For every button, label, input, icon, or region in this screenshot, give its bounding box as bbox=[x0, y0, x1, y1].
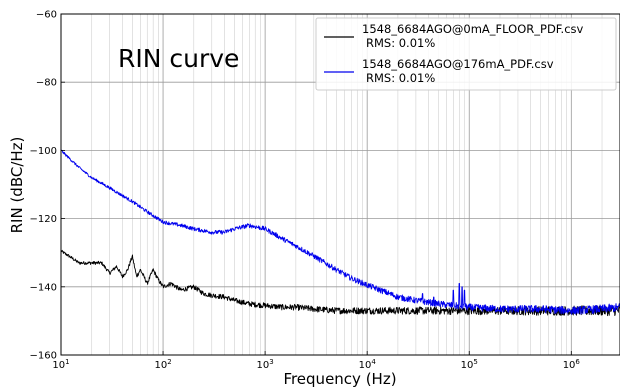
y-tick-label: −160 bbox=[30, 351, 57, 362]
legend-box bbox=[315, 17, 617, 91]
x-tick-label: 105 bbox=[461, 358, 478, 371]
legend-rms-floor: RMS: 0.01% bbox=[366, 36, 435, 50]
y-tick-label: −80 bbox=[36, 78, 57, 89]
x-axis-title: Frequency (Hz) bbox=[283, 370, 396, 388]
legend-label-176ma: 1548_6684AGO@176mA_PDF.csv bbox=[362, 57, 554, 71]
legend: 1548_6684AGO@0mA_FLOOR_PDF.csv RMS: 0.01… bbox=[315, 17, 617, 91]
axis-ticks: −160 −140 −120 −100 −80 −60 101 102 103 104 105 106 bbox=[30, 10, 581, 372]
y-axis-title: RIN (dBC/Hz) bbox=[8, 137, 26, 234]
x-tick-label: 104 bbox=[359, 358, 377, 371]
y-tick-label: −120 bbox=[30, 214, 57, 225]
chart-annotation: RIN curve bbox=[118, 44, 239, 73]
series-layer bbox=[61, 149, 620, 317]
series-line-1 bbox=[61, 149, 620, 315]
legend-rms-176ma: RMS: 0.01% bbox=[366, 71, 435, 85]
y-tick-label: −100 bbox=[30, 146, 57, 157]
y-tick-label: −140 bbox=[30, 282, 57, 293]
x-tick-label: 101 bbox=[52, 358, 69, 371]
plot-frame bbox=[60, 13, 620, 356]
x-tick-label: 103 bbox=[257, 358, 274, 371]
y-tick-label: −60 bbox=[36, 10, 57, 21]
x-tick-label: 102 bbox=[154, 358, 171, 371]
legend-label-floor: 1548_6684AGO@0mA_FLOOR_PDF.csv bbox=[362, 22, 584, 36]
x-tick-label: 106 bbox=[563, 358, 581, 371]
